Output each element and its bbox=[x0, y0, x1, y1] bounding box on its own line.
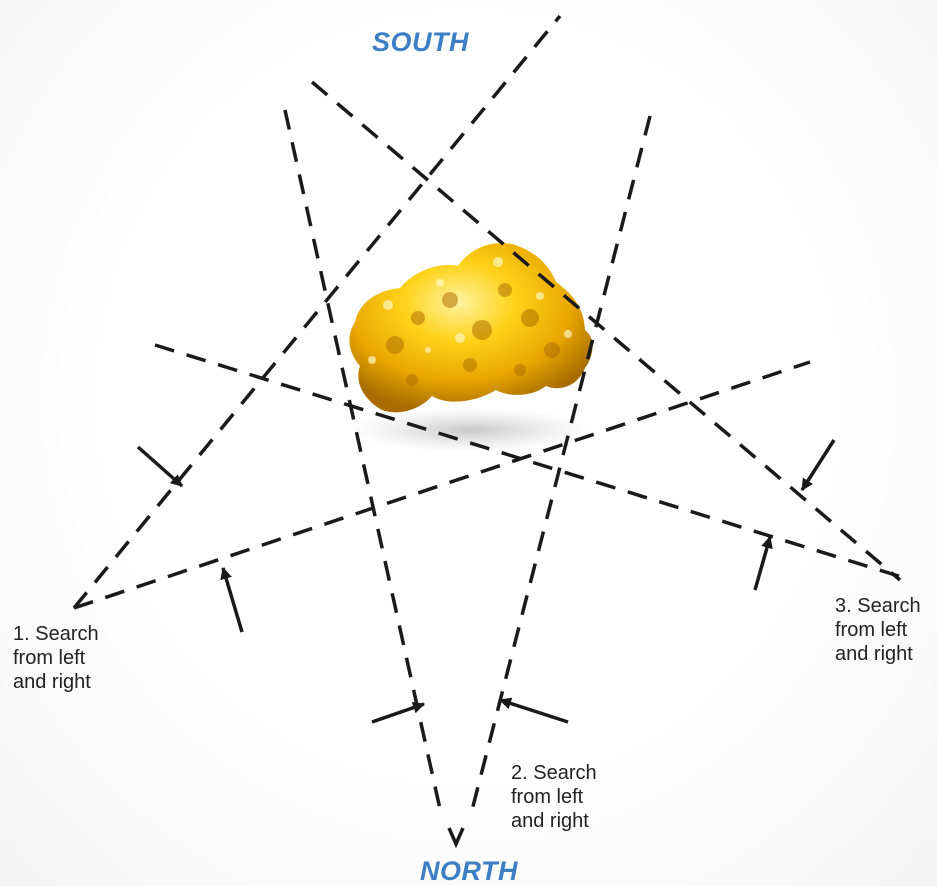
search-line bbox=[73, 360, 811, 610]
pointer-arrow-icon bbox=[220, 567, 244, 633]
search-line bbox=[310, 80, 902, 582]
gold-nugget-image bbox=[349, 242, 593, 452]
pointer-arrow-icon bbox=[499, 697, 569, 724]
south-label: SOUTH bbox=[372, 27, 469, 57]
caption-search-2: 2. Search from left and right bbox=[511, 761, 597, 833]
caption-line: and right bbox=[511, 810, 589, 832]
caption-line: from left bbox=[835, 619, 908, 641]
caption-line: 3. Search bbox=[835, 595, 921, 617]
north-apex-mark bbox=[447, 827, 465, 849]
search-line bbox=[72, 14, 562, 610]
caption-search-1: 1. Search from left and right bbox=[13, 622, 99, 694]
pointer-arrow-icon bbox=[371, 701, 425, 724]
caption-line: 1. Search bbox=[13, 623, 99, 645]
caption-line: and right bbox=[835, 643, 913, 665]
caption-line: from left bbox=[511, 786, 584, 808]
search-line bbox=[283, 109, 444, 819]
pointer-arrow-icon bbox=[800, 439, 836, 491]
caption-line: 2. Search bbox=[511, 762, 597, 784]
caption-line: from left bbox=[13, 647, 86, 669]
caption-search-3: 3. Search from left and right bbox=[835, 594, 921, 666]
north-label: NORTH bbox=[420, 856, 519, 886]
pointer-arrow-icon bbox=[753, 536, 773, 591]
caption-line: and right bbox=[13, 671, 91, 693]
pointer-arrow-icon bbox=[136, 445, 184, 488]
pointer-arrows bbox=[136, 439, 836, 724]
